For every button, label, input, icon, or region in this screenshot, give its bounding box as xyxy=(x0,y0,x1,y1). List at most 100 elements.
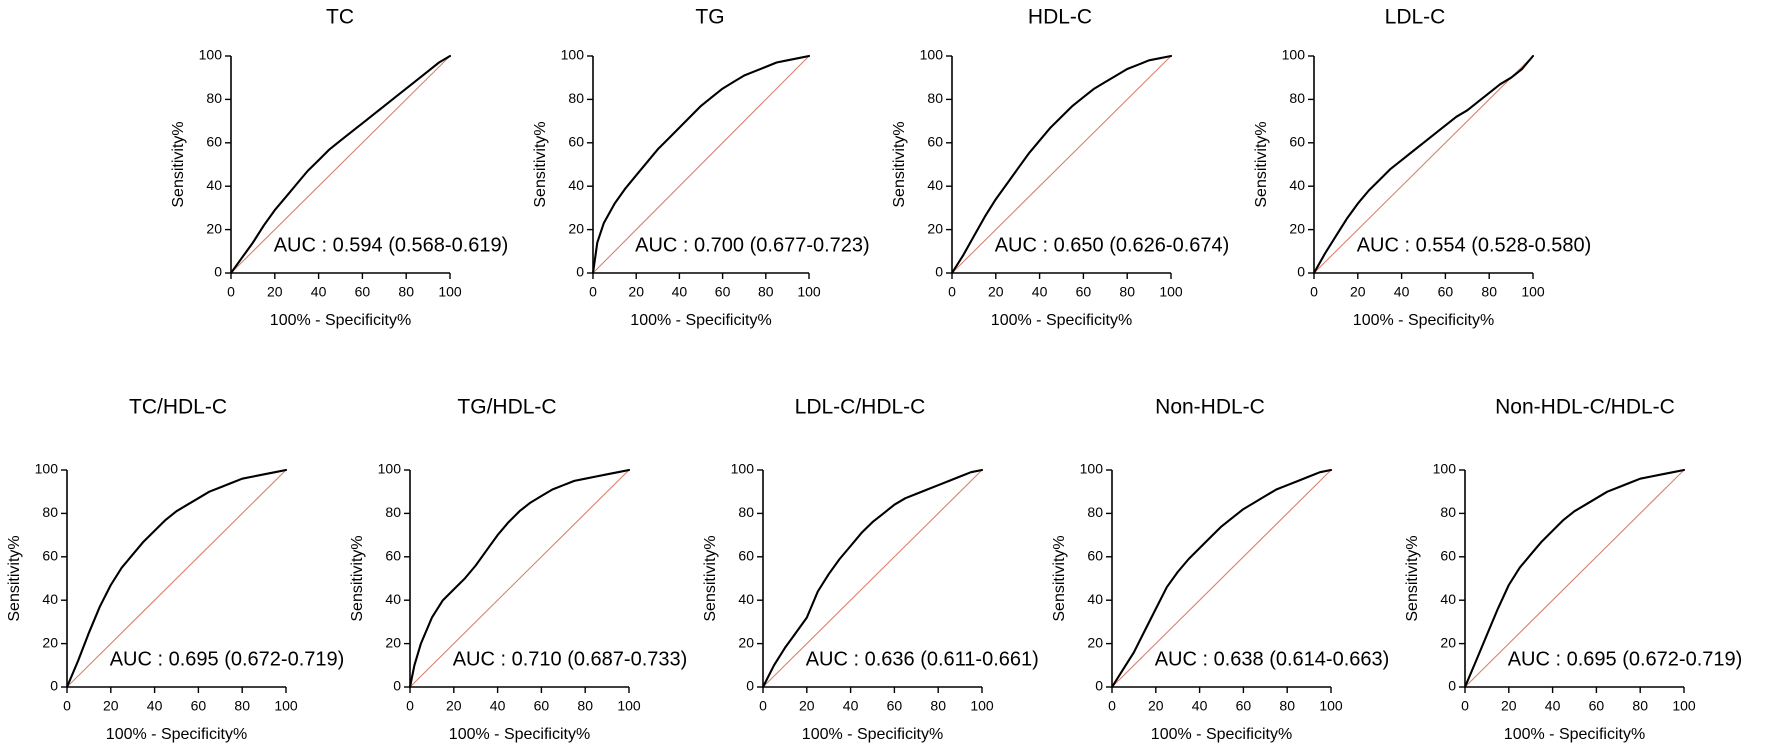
y-tick-label: 20 xyxy=(206,220,222,236)
reference-line xyxy=(951,55,1172,274)
x-tick-label: 40 xyxy=(672,284,688,300)
roc-panel-1: TC 0 20 40 60 80 100 0 20 40 60 80 100 100% - Specifi… xyxy=(170,6,508,330)
y-axis-label: Sensitivity% xyxy=(1253,121,1270,207)
y-axis-label: Sensitivity% xyxy=(1404,535,1421,621)
y-tick-label: 0 xyxy=(214,264,222,280)
y-axis-label: Sensitivity% xyxy=(6,535,23,621)
y-tick-label: 20 xyxy=(42,634,58,650)
x-tick-label: 0 xyxy=(759,698,767,714)
x-tick-label: 20 xyxy=(799,698,815,714)
y-tick-label: 40 xyxy=(927,177,943,193)
x-tick-label: 100 xyxy=(1521,284,1545,300)
y-tick-label: 80 xyxy=(1087,504,1103,520)
y-tick-label: 0 xyxy=(393,678,401,694)
auc-annotation: AUC : 0.636 (0.611-0.661) xyxy=(806,648,1039,670)
roc-curve xyxy=(761,468,984,689)
x-tick-label: 80 xyxy=(1119,284,1135,300)
x-tick-label: 80 xyxy=(398,284,414,300)
x-tick-label: 40 xyxy=(1394,284,1410,300)
y-tick-label: 60 xyxy=(42,548,58,564)
x-tick-label: 60 xyxy=(1236,698,1252,714)
x-tick-label: 80 xyxy=(930,698,946,714)
x-tick-label: 100 xyxy=(1319,698,1343,714)
y-tick-label: 100 xyxy=(731,461,755,477)
x-axis-label: 100% - Specificity% xyxy=(1151,726,1292,743)
x-tick-label: 60 xyxy=(1589,698,1605,714)
reference-line xyxy=(762,469,983,688)
x-axis-label: 100% - Specificity% xyxy=(630,312,771,329)
x-tick-label: 60 xyxy=(355,284,371,300)
x-tick-label: 40 xyxy=(311,284,327,300)
x-tick-label: 0 xyxy=(1461,698,1469,714)
auc-annotation: AUC : 0.638 (0.614-0.663) xyxy=(1155,648,1390,670)
x-tick-label: 100 xyxy=(970,698,994,714)
y-axis-label: Sensitivity% xyxy=(1051,535,1068,621)
reference-line xyxy=(1464,469,1685,688)
y-tick-label: 100 xyxy=(920,47,944,63)
y-tick-label: 60 xyxy=(385,548,401,564)
panel-title: LDL-C xyxy=(1385,6,1446,29)
y-tick-label: 60 xyxy=(927,134,943,150)
panel-title: Non-HDL-C xyxy=(1155,396,1265,419)
roc-curve xyxy=(1110,468,1333,689)
auc-annotation: AUC : 0.554 (0.528-0.580) xyxy=(1357,234,1592,256)
x-tick-label: 60 xyxy=(534,698,550,714)
y-tick-label: 100 xyxy=(35,461,59,477)
y-tick-label: 100 xyxy=(1282,47,1306,63)
y-tick-label: 60 xyxy=(1440,548,1456,564)
x-tick-label: 20 xyxy=(988,284,1004,300)
x-tick-label: 60 xyxy=(715,284,731,300)
y-tick-label: 80 xyxy=(206,90,222,106)
reference-line xyxy=(409,469,630,688)
x-tick-label: 80 xyxy=(234,698,250,714)
y-tick-label: 100 xyxy=(378,461,402,477)
x-tick-label: 40 xyxy=(843,698,859,714)
x-tick-label: 80 xyxy=(1632,698,1648,714)
auc-annotation: AUC : 0.650 (0.626-0.674) xyxy=(995,234,1230,256)
y-tick-label: 80 xyxy=(927,90,943,106)
y-tick-label: 100 xyxy=(561,47,585,63)
roc-curve xyxy=(1312,54,1535,275)
y-tick-label: 20 xyxy=(1289,220,1305,236)
x-tick-label: 20 xyxy=(446,698,462,714)
x-tick-label: 60 xyxy=(887,698,903,714)
x-tick-label: 0 xyxy=(63,698,71,714)
x-tick-label: 60 xyxy=(1438,284,1454,300)
x-axis-label: 100% - Specificity% xyxy=(270,312,411,329)
x-tick-label: 40 xyxy=(1192,698,1208,714)
y-tick-label: 80 xyxy=(385,504,401,520)
y-tick-label: 100 xyxy=(1433,461,1457,477)
y-tick-label: 20 xyxy=(1087,634,1103,650)
y-tick-label: 80 xyxy=(1289,90,1305,106)
x-axis-label: 100% - Specificity% xyxy=(991,312,1132,329)
x-tick-label: 60 xyxy=(1076,284,1092,300)
roc-panel-7: LDL-C/HDL-C 0 20 40 60 80 100 0 20 40 60 80 100 100% … xyxy=(702,396,1039,744)
x-tick-label: 100 xyxy=(617,698,641,714)
reference-line xyxy=(1313,55,1534,274)
y-axis-label: Sensitivity% xyxy=(170,121,187,207)
y-tick-label: 40 xyxy=(42,591,58,607)
y-tick-label: 20 xyxy=(1440,634,1456,650)
x-tick-label: 60 xyxy=(191,698,207,714)
x-tick-label: 20 xyxy=(103,698,119,714)
x-tick-label: 80 xyxy=(1481,284,1497,300)
roc-curve xyxy=(65,468,288,689)
x-tick-label: 0 xyxy=(1310,284,1318,300)
x-tick-label: 40 xyxy=(147,698,163,714)
y-axis-label: Sensitivity% xyxy=(532,121,549,207)
roc-panel-4: LDL-C 0 20 40 60 80 100 0 20 40 60 80 100 100% - Spec… xyxy=(1253,6,1591,330)
x-tick-label: 40 xyxy=(1032,284,1048,300)
x-axis-label: 100% - Specificity% xyxy=(802,726,943,743)
roc-panel-9: Non-HDL-C/HDL-C 0 20 40 60 80 100 0 20 40 60 80 100 1… xyxy=(1404,396,1742,744)
panel-title: Non-HDL-C/HDL-C xyxy=(1495,396,1675,419)
y-tick-label: 20 xyxy=(568,220,584,236)
y-tick-label: 60 xyxy=(568,134,584,150)
y-tick-label: 0 xyxy=(746,678,754,694)
x-axis-label: 100% - Specificity% xyxy=(1504,726,1645,743)
x-tick-label: 0 xyxy=(1108,698,1116,714)
x-tick-label: 100 xyxy=(1159,284,1183,300)
y-axis-label: Sensitivity% xyxy=(349,535,366,621)
x-tick-label: 40 xyxy=(490,698,506,714)
x-tick-label: 80 xyxy=(1279,698,1295,714)
